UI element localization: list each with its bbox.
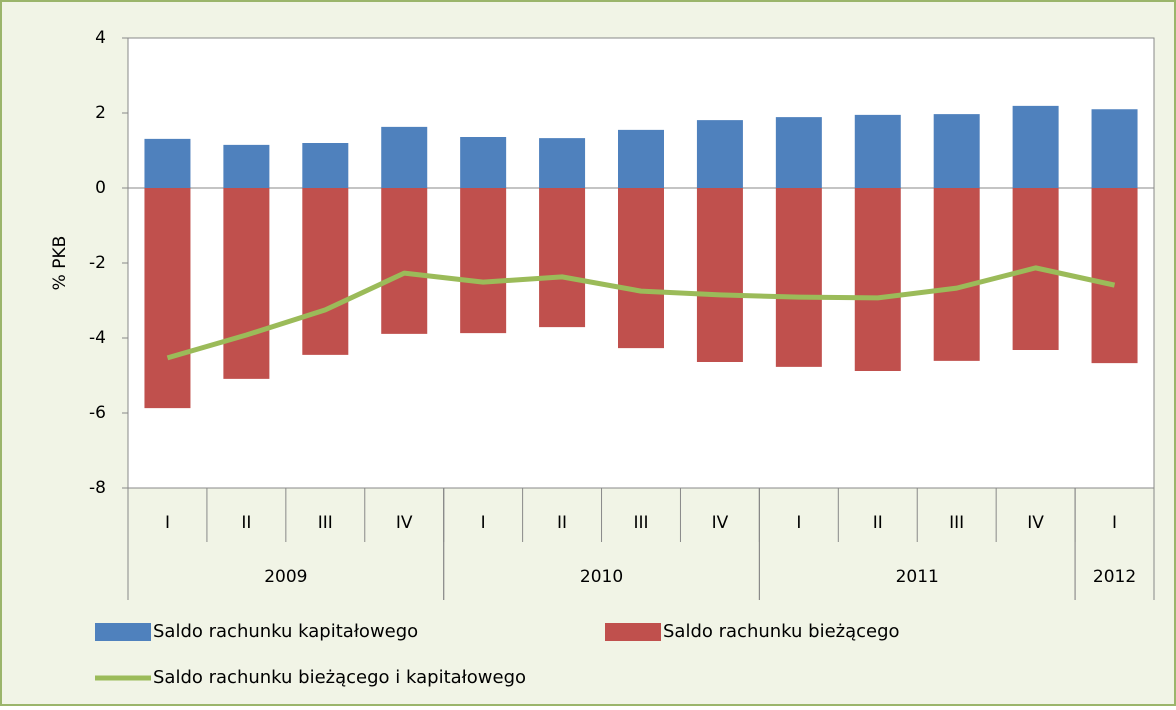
x-tick-label: IV: [712, 513, 729, 533]
bar: [539, 138, 586, 188]
bar: [223, 144, 270, 188]
bar: [775, 117, 822, 188]
bar: [381, 188, 428, 334]
bar: [302, 143, 349, 188]
x-tick-label: III: [949, 513, 964, 533]
bar: [696, 188, 743, 362]
y-tick-label: -4: [89, 328, 106, 348]
x-group-label: 2011: [896, 567, 939, 587]
y-axis-label: % PKB: [50, 236, 70, 291]
x-tick-label: IV: [1027, 513, 1044, 533]
x-tick-label: II: [557, 513, 567, 533]
x-tick-label: II: [241, 513, 251, 533]
y-tick-label: 2: [95, 103, 106, 123]
bar: [460, 188, 507, 334]
x-tick-label: III: [633, 513, 648, 533]
x-group-label: 2012: [1093, 567, 1136, 587]
x-tick-label: I: [481, 513, 486, 533]
bar: [618, 188, 664, 349]
y-tick-label: -6: [89, 403, 106, 423]
x-group-label: 2010: [580, 567, 623, 587]
legend-swatch: [605, 623, 661, 641]
bar: [144, 188, 191, 409]
y-tick-label: 0: [95, 178, 106, 198]
bar: [933, 114, 980, 188]
x-tick-label: IV: [396, 513, 413, 533]
bar: [223, 188, 270, 379]
bar: [854, 188, 901, 371]
bar: [775, 188, 822, 367]
bar: [854, 114, 901, 188]
line: [166, 265, 1116, 361]
x-tick-label: I: [1112, 513, 1117, 533]
y-tick-label: -8: [89, 478, 106, 498]
bar: [144, 138, 191, 188]
legend-swatch: [95, 623, 151, 641]
x-tick-label: II: [873, 513, 883, 533]
x-group-label: 2009: [264, 567, 307, 587]
legend-label: Saldo rachunku bieżącego i kapitałowego: [153, 667, 526, 688]
x-tick-label: I: [165, 513, 170, 533]
bar: [302, 188, 349, 355]
bar: [381, 126, 428, 188]
legend-label: Saldo rachunku kapitałowego: [153, 621, 418, 642]
bar: [1012, 105, 1059, 188]
y-tick-label: -2: [89, 253, 106, 273]
bar: [933, 188, 980, 361]
legend-label: Saldo rachunku bieżącego: [663, 621, 900, 642]
bar: [1091, 109, 1138, 188]
y-tick-label: 4: [95, 28, 106, 48]
bar: [460, 137, 507, 188]
bar: [618, 129, 664, 188]
bar: [539, 188, 586, 328]
bar: [1091, 188, 1138, 364]
bar: [696, 120, 743, 188]
x-tick-label: III: [318, 513, 333, 533]
x-tick-label: I: [796, 513, 801, 533]
